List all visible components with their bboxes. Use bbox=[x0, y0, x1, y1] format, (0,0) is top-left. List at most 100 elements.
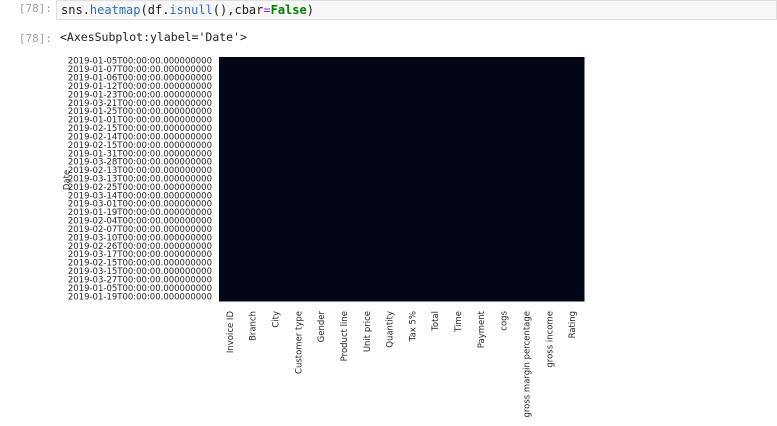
heatmap-cell bbox=[424, 149, 448, 159]
heatmap-cell bbox=[561, 267, 585, 277]
heatmap-cell bbox=[355, 107, 380, 117]
heatmap-cell bbox=[378, 183, 402, 193]
heatmap-cell bbox=[424, 157, 448, 167]
heatmap-cell bbox=[264, 73, 288, 83]
heatmap-cell bbox=[469, 166, 494, 176]
heatmap-cell bbox=[515, 284, 539, 294]
heatmap-cell bbox=[561, 107, 585, 117]
y-tick-label: 2019-02-26T00:00:00.000000000 bbox=[68, 242, 212, 252]
heatmap-cell bbox=[447, 166, 471, 176]
heatmap-cell bbox=[424, 250, 448, 260]
heatmap-cell bbox=[333, 174, 357, 184]
y-tick-label: 2019-02-07T00:00:00.000000000 bbox=[68, 225, 212, 235]
heatmap-cell bbox=[515, 225, 539, 235]
heatmap-cell bbox=[264, 124, 288, 134]
heatmap-cell bbox=[219, 73, 243, 83]
heatmap-cell bbox=[355, 115, 380, 125]
code-token: . bbox=[162, 3, 170, 17]
code-cell[interactable]: sns.heatmap(df.isnull(),cbar=False) bbox=[56, 0, 777, 20]
heatmap-cell bbox=[219, 65, 243, 75]
heatmap-cell bbox=[401, 73, 425, 83]
y-tick-label: 2019-01-05T00:00:00.000000000 bbox=[68, 284, 212, 294]
heatmap-cell bbox=[447, 191, 471, 201]
heatmap-cell bbox=[355, 267, 380, 277]
heatmap-cell bbox=[447, 149, 471, 159]
heatmap-cell bbox=[287, 65, 311, 75]
heatmap-cell bbox=[333, 65, 357, 75]
heatmap-cell bbox=[310, 242, 334, 252]
heatmap-cell bbox=[264, 191, 288, 201]
heatmap-cell bbox=[310, 124, 334, 134]
heatmap-cell bbox=[355, 275, 380, 285]
heatmap-cell bbox=[424, 115, 448, 125]
heatmap-cell bbox=[219, 216, 243, 226]
heatmap-cell bbox=[515, 90, 539, 100]
heatmap-cell bbox=[264, 292, 288, 302]
heatmap-cell bbox=[492, 292, 517, 302]
heatmap-cell bbox=[333, 73, 357, 83]
code-token: ( bbox=[140, 3, 148, 17]
heatmap-cell bbox=[310, 73, 334, 83]
heatmap-cell bbox=[424, 82, 448, 92]
heatmap-cell bbox=[538, 275, 562, 285]
heatmap-cell bbox=[447, 124, 471, 134]
heatmap-cell bbox=[469, 258, 494, 268]
heatmap-cell bbox=[447, 65, 471, 75]
heatmap-cell bbox=[401, 57, 425, 66]
heatmap-cell bbox=[287, 107, 311, 117]
y-tick-label: 2019-03-17T00:00:00.000000000 bbox=[68, 250, 212, 260]
heatmap-cell bbox=[515, 258, 539, 268]
heatmap-cell bbox=[264, 82, 288, 92]
x-tick-label: Invoice ID bbox=[226, 311, 236, 354]
heatmap-cell bbox=[538, 57, 562, 66]
heatmap-cell bbox=[492, 191, 517, 201]
heatmap-cell bbox=[241, 141, 266, 151]
heatmap-cell bbox=[401, 250, 425, 260]
heatmap-cell bbox=[401, 174, 425, 184]
y-tick-label: 2019-02-15T00:00:00.000000000 bbox=[68, 141, 212, 151]
heatmap-cell bbox=[515, 216, 539, 226]
heatmap-cell bbox=[515, 208, 539, 218]
heatmap-cell bbox=[469, 200, 494, 209]
heatmap-cell bbox=[561, 191, 585, 201]
heatmap-cell bbox=[378, 157, 402, 167]
x-tick-label: Customer type bbox=[294, 311, 304, 374]
heatmap-cell bbox=[355, 99, 380, 108]
heatmap-cell bbox=[310, 115, 334, 125]
heatmap-cell bbox=[287, 141, 311, 151]
heatmap-cell bbox=[424, 233, 448, 243]
heatmap-cell bbox=[219, 200, 243, 209]
heatmap-cell bbox=[538, 267, 562, 277]
y-tick-label: 2019-02-15T00:00:00.000000000 bbox=[68, 124, 212, 134]
heatmap-cell bbox=[241, 183, 266, 193]
heatmap-cell bbox=[469, 107, 494, 117]
heatmap-cell bbox=[424, 99, 448, 108]
heatmap-cell bbox=[333, 225, 357, 235]
heatmap-cell bbox=[241, 200, 266, 209]
heatmap-cell bbox=[355, 174, 380, 184]
heatmap-cell bbox=[447, 284, 471, 294]
heatmap-cell bbox=[492, 200, 517, 209]
heatmap-cell bbox=[378, 233, 402, 243]
x-tick-label: City bbox=[272, 311, 282, 328]
heatmap-cell bbox=[492, 208, 517, 218]
heatmap-cell bbox=[515, 292, 539, 302]
heatmap-cell bbox=[378, 292, 402, 302]
heatmap-cell bbox=[219, 242, 243, 252]
x-tick-label: gross income bbox=[545, 311, 555, 368]
heatmap-cell bbox=[241, 242, 266, 252]
y-tick-label: 2019-01-07T00:00:00.000000000 bbox=[68, 65, 212, 75]
heatmap-cell bbox=[287, 200, 311, 209]
heatmap-cell bbox=[333, 90, 357, 100]
heatmap-cell bbox=[515, 250, 539, 260]
heatmap-cell bbox=[401, 242, 425, 252]
heatmap-cell bbox=[492, 267, 517, 277]
heatmap-cell bbox=[492, 107, 517, 117]
heatmap-cell bbox=[264, 258, 288, 268]
heatmap-cell bbox=[219, 233, 243, 243]
heatmap-cell bbox=[447, 208, 471, 218]
heatmap-cell bbox=[219, 90, 243, 100]
x-tick-label: Product line bbox=[340, 311, 350, 361]
heatmap-cell bbox=[447, 157, 471, 167]
